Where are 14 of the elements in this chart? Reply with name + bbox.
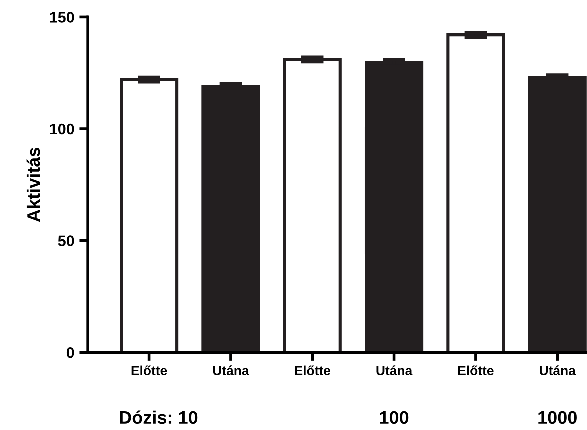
text: Dózis: 10 [120,410,198,424]
x-tick-label: Előtte [295,366,330,376]
text: 1000 [538,411,577,424]
x-tick-label: Előtte [458,366,494,376]
y-axis-title: Aktivitás [26,148,40,222]
x-tick-label: Utána [213,366,250,376]
y-tick-label: 150 [50,12,74,23]
y-tick-label: 50 [58,236,74,246]
y-tick-label: 0 [66,347,74,358]
text: 100 [380,411,409,424]
x-tick-label: Előtte [132,366,168,376]
x-tick-label: Utána [376,366,413,376]
y-tick-label: 100 [50,124,74,135]
x-tick-label: Utána [540,366,576,376]
